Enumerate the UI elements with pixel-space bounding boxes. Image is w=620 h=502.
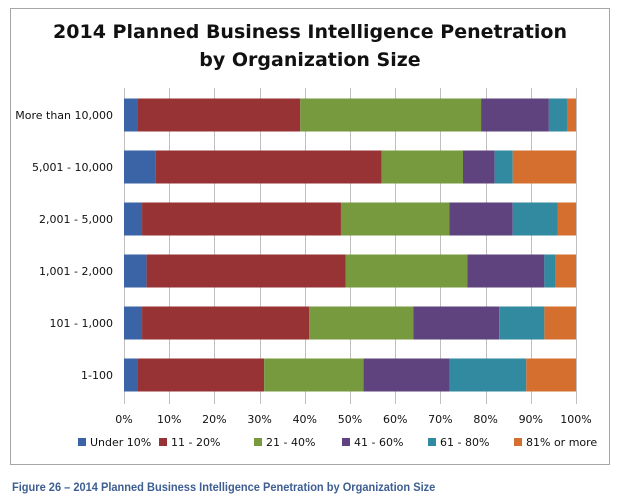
legend-swatch — [78, 438, 86, 446]
category-label: 1,001 - 2,000 — [39, 265, 113, 278]
legend-swatch — [159, 438, 167, 446]
gridlines — [124, 88, 577, 404]
x-tick-labels: 0% 10% 20% 30% 40% 50% 60% 70% 80% 90% 100% — [115, 413, 591, 426]
chart-plot: More than 10,000 5,001 - 10,000 2,001 - 5,… — [15, 88, 597, 449]
legend-swatch — [342, 438, 350, 446]
legend-label: Under 10% — [90, 436, 151, 449]
bar-segment — [463, 150, 495, 184]
x-tick-label: 60% — [383, 413, 407, 426]
x-tick-label: 50% — [338, 413, 362, 426]
bar-segment — [340, 202, 450, 236]
legend-item: 61 - 80% — [428, 436, 489, 449]
bar-segment — [548, 98, 567, 132]
bar-segment — [481, 98, 549, 132]
legend-swatch — [514, 438, 522, 446]
bar-segment — [264, 358, 364, 392]
bar-segment — [124, 150, 156, 184]
legend-item: 41 - 60% — [342, 436, 403, 449]
bar-segment — [544, 306, 576, 340]
bar-segment — [137, 358, 265, 392]
x-tick-label: 10% — [157, 413, 181, 426]
legend-item: 11 - 20% — [159, 436, 220, 449]
legend-swatch — [254, 438, 262, 446]
bar-segment — [449, 202, 513, 236]
legend-label: 11 - 20% — [171, 436, 220, 449]
bars — [124, 98, 576, 392]
bar-segment — [467, 254, 545, 288]
bar-segment — [124, 202, 143, 236]
bar-segment — [381, 150, 463, 184]
legend-label: 41 - 60% — [354, 436, 403, 449]
bar-segment — [155, 150, 382, 184]
legend: Under 10% 11 - 20% 21 - 40% 41 - 60% 61 - 80… — [78, 436, 597, 449]
bar-segment — [300, 98, 482, 132]
x-tick-label: 80% — [473, 413, 497, 426]
bar-segment — [566, 98, 576, 132]
x-tick-label: 100% — [560, 413, 591, 426]
bar-segment — [557, 202, 576, 236]
category-label: 2,001 - 5,000 — [39, 213, 113, 226]
legend-swatch — [428, 438, 436, 446]
category-label: 101 - 1,000 — [50, 317, 113, 330]
bar-segment — [499, 306, 545, 340]
bar-segment — [512, 202, 558, 236]
x-tick-label: 20% — [202, 413, 226, 426]
bar-segment — [124, 254, 147, 288]
bar-segment — [555, 254, 576, 288]
legend-label: 21 - 40% — [266, 436, 315, 449]
bar-segment — [309, 306, 414, 340]
bar-segment — [124, 358, 138, 392]
category-label: 1-100 — [81, 369, 113, 382]
category-label: More than 10,000 — [15, 109, 113, 122]
bar-segment — [124, 98, 138, 132]
bar-segment — [526, 358, 576, 392]
x-tick-label: 70% — [428, 413, 452, 426]
legend-label: 81% or more — [526, 436, 597, 449]
legend-item: 21 - 40% — [254, 436, 315, 449]
x-tick-label: 30% — [247, 413, 271, 426]
category-labels: More than 10,000 5,001 - 10,000 2,001 - 5,… — [15, 109, 113, 382]
bar-segment — [142, 306, 310, 340]
bar-segment — [146, 254, 346, 288]
bar-segment — [449, 358, 527, 392]
x-tick-label: 40% — [293, 413, 317, 426]
legend-item: Under 10% — [78, 436, 151, 449]
figure-caption: Figure 26 – 2014 Planned Business Intell… — [12, 480, 436, 494]
bar-segment — [124, 306, 143, 340]
legend-label: 61 - 80% — [440, 436, 489, 449]
bar-segment — [413, 306, 500, 340]
x-tick-label: 90% — [519, 413, 543, 426]
legend-item: 81% or more — [514, 436, 597, 449]
x-tick-label: 0% — [115, 413, 132, 426]
bar-segment — [494, 150, 513, 184]
bar-segment — [363, 358, 450, 392]
category-label: 5,001 - 10,000 — [32, 161, 113, 174]
bar-segment — [345, 254, 468, 288]
bar-segment — [137, 98, 301, 132]
chart-title: 2014 Planned Business Intelligence Penet… — [53, 21, 567, 71]
bar-segment — [142, 202, 341, 236]
bar-segment — [512, 150, 576, 184]
bar-segment — [544, 254, 556, 288]
